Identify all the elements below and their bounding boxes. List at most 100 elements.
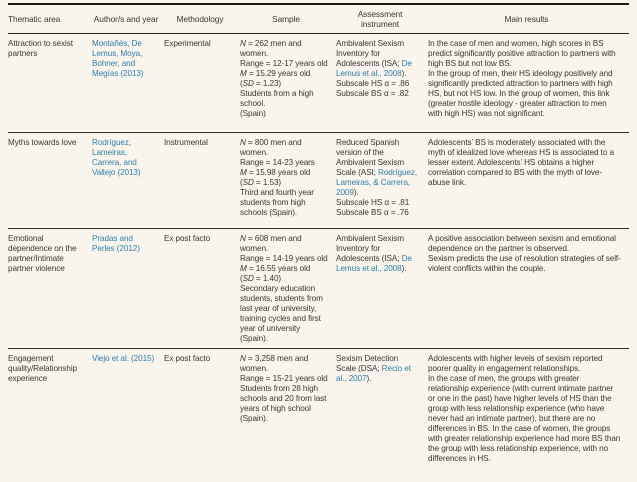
main-results-cell: Adolescents with higher levels of sexism… xyxy=(428,349,629,482)
table-body: Attraction to sexist partners Montañés, D… xyxy=(8,33,629,482)
text-segment: Range = 14-19 years old xyxy=(240,254,328,263)
table-row: Emotional dependence on the partner/Inti… xyxy=(8,228,629,349)
table-row: Attraction to sexist partners Montañés, D… xyxy=(8,33,629,133)
assessment-line: Subscale BS α = .82 xyxy=(336,89,420,99)
text-segment: ). xyxy=(353,188,359,197)
instrument-citation-link[interactable]: Recio et al., 2007 xyxy=(336,364,411,383)
col-header-thematic-area: Thematic area xyxy=(8,4,92,34)
text-segment: Subscale HS α = .86 xyxy=(336,79,410,88)
text-segment: (Spain) xyxy=(240,109,266,118)
methodology-cell: Ex post facto xyxy=(164,228,240,349)
thematic-area-cell: Attraction to sexist partners xyxy=(8,33,92,133)
thematic-area-cell: Emotional dependence on the partner/Inti… xyxy=(8,228,92,349)
text-segment: Subscale BS α = .76 xyxy=(336,208,409,217)
text-segment: = 1.40) xyxy=(253,274,282,283)
stat-symbol: N xyxy=(240,354,246,363)
sample-line: N = 3,258 men and women. xyxy=(240,354,328,374)
col-header-main-results: Main results xyxy=(428,4,629,34)
text-segment: Range = 15-21 years old xyxy=(240,374,328,383)
assessment-line: Subscale BS α = .76 xyxy=(336,208,420,218)
main-results-cell: A positive association between sexism an… xyxy=(428,228,629,349)
table-header: Thematic area Author/s and year Methodol… xyxy=(8,4,629,34)
sample-cell: N = 262 men and women. Range = 12-17 year… xyxy=(240,33,336,133)
result-paragraph: Adolescents with higher levels of sexism… xyxy=(428,354,603,373)
stat-symbol: M xyxy=(240,264,247,273)
text-segment: = 262 men and women. xyxy=(240,39,302,58)
stat-symbol: SD xyxy=(242,178,254,187)
text-segment: Ambivalent Sexism Inventory for Adolesce… xyxy=(336,234,404,263)
text-segment: = 1.23) xyxy=(253,79,282,88)
col-header-label: Main results xyxy=(504,14,549,24)
col-header-assessment-instrument: Assessment instrument xyxy=(336,4,428,34)
assessment-line: Ambivalent Sexism Inventory for Adolesce… xyxy=(336,39,420,79)
instrument-citation-link[interactable]: De Lemus et al., 2008 xyxy=(336,254,412,273)
text-segment: Reduced Spanish version of the Ambivalen… xyxy=(336,138,404,177)
instrument-citation-link[interactable]: De Lemus et al., 2008 xyxy=(336,59,412,78)
text-segment: Subscale HS α = .81 xyxy=(336,198,410,207)
sample-line: Secondary education students, students f… xyxy=(240,284,328,344)
assessment-line: Subscale HS α = .81 xyxy=(336,198,420,208)
text-segment: ( xyxy=(240,178,243,187)
text-segment: Third and fourth year students from high… xyxy=(240,188,314,217)
text-segment: = 608 men and women. xyxy=(240,234,302,253)
table-row: Engagement quality/Relationship experien… xyxy=(8,349,629,482)
sample-line: N = 262 men and women. xyxy=(240,39,328,59)
text-segment: Students from a high school. xyxy=(240,89,314,108)
assessment-instrument-cell: Sexism Detection Scale (DSA; Recio et al… xyxy=(336,349,428,482)
sample-line: Third and fourth year students from high… xyxy=(240,188,328,218)
authors-cell: Pradas and Perles (2012) xyxy=(92,228,164,349)
result-paragraph: In the case of men, the groups with grea… xyxy=(428,374,621,463)
text-segment: Secondary education students, students f… xyxy=(240,284,323,343)
authors-cell: Viejo et al. (2015) xyxy=(92,349,164,482)
assessment-line: Subscale HS α = .86 xyxy=(336,79,420,89)
col-header-label: Thematic area xyxy=(8,14,61,24)
sample-line: M = 15.98 years old xyxy=(240,168,328,178)
col-header-sample: Sample xyxy=(240,4,336,34)
col-header-label: Author/s and year xyxy=(93,14,159,24)
author-citation-link[interactable]: Rodríguez, Lameiras, Carrera, and Vallej… xyxy=(92,138,141,177)
authors-cell: Montañés, De Lemus, Moya, Bohner, and Me… xyxy=(92,33,164,133)
sample-line: Range = 15-21 years old xyxy=(240,374,328,384)
col-header-label: Sample xyxy=(272,14,300,24)
author-citation-link[interactable]: Montañés, De Lemus, Moya, Bohner, and Me… xyxy=(92,39,144,78)
thematic-area-cell: Myths towards love xyxy=(8,132,92,229)
text-segment: = 15.29 years old xyxy=(246,69,311,78)
sample-line: Students from 28 high schools and 20 fro… xyxy=(240,384,328,424)
sample-line: (SD = 1.53) xyxy=(240,178,328,188)
instrument-citation-link[interactable]: Rodríguez, Lameiras, & Carrera, 2009 xyxy=(336,168,418,197)
sample-cell: N = 800 men and women. Range = 14-23 year… xyxy=(240,132,336,229)
text-segment: Ambivalent Sexism Inventory for Adolesce… xyxy=(336,39,404,68)
stat-symbol: SD xyxy=(242,274,254,283)
sample-line: Range = 14-23 years xyxy=(240,158,328,168)
sample-line: N = 800 men and women. xyxy=(240,138,328,158)
text-segment: Sexism Detection Scale (DSA; xyxy=(336,354,399,373)
table-row: Myths towards love Rodríguez, Lameiras, C… xyxy=(8,132,629,229)
sample-line: (Spain) xyxy=(240,109,328,119)
text-segment: ). xyxy=(401,69,407,78)
assessment-line: Reduced Spanish version of the Ambivalen… xyxy=(336,138,420,198)
sample-line: Students from a high school. xyxy=(240,89,328,109)
stat-symbol: N xyxy=(240,138,246,147)
text-segment: = 1.53) xyxy=(253,178,282,187)
text-segment: Range = 14-23 years xyxy=(240,158,315,167)
author-citation-link[interactable]: Pradas and Perles (2012) xyxy=(92,234,140,253)
text-segment: = 15.98 years old xyxy=(246,168,311,177)
result-paragraph: A positive association between sexism an… xyxy=(428,234,616,253)
assessment-line: Sexism Detection Scale (DSA; Recio et al… xyxy=(336,354,420,384)
text-segment: = 16.55 years old xyxy=(246,264,311,273)
text-segment: ( xyxy=(240,274,243,283)
main-results-cell: Adolescents’ BS is moderately associated… xyxy=(428,132,629,229)
assessment-instrument-cell: Reduced Spanish version of the Ambivalen… xyxy=(336,132,428,229)
sample-line: Range = 12-17 years old xyxy=(240,59,328,69)
stat-symbol: N xyxy=(240,39,246,48)
stat-symbol: M xyxy=(240,168,247,177)
author-citation-link[interactable]: Viejo et al. (2015) xyxy=(92,354,155,363)
sample-line: M = 15.29 years old xyxy=(240,69,328,79)
text-segment: = 3,258 men and women. xyxy=(240,354,309,373)
assessment-instrument-cell: Ambivalent Sexism Inventory for Adolesce… xyxy=(336,33,428,133)
col-header-authors: Author/s and year xyxy=(92,4,164,34)
sample-line: M = 16.55 years old xyxy=(240,264,328,274)
text-segment: Students from 28 high schools and 20 fro… xyxy=(240,384,327,423)
authors-cell: Rodríguez, Lameiras, Carrera, and Vallej… xyxy=(92,132,164,229)
